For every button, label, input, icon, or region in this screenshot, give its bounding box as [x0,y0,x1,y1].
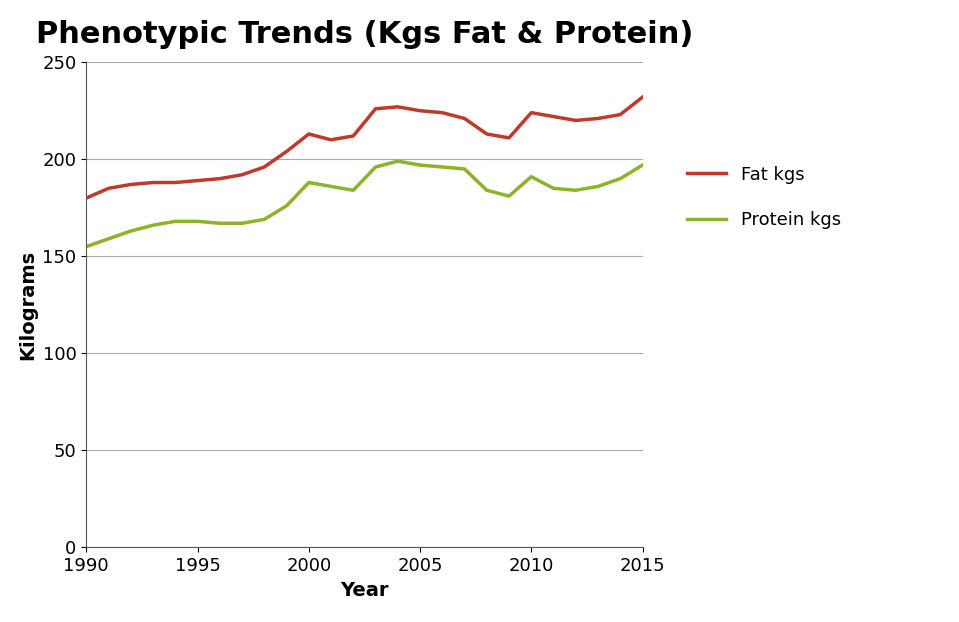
Legend: Fat kgs, Protein kgs: Fat kgs, Protein kgs [679,159,848,236]
Protein kgs [214,220,225,227]
Fat kgs [436,109,448,116]
Protein kgs [593,183,604,190]
Protein kgs [192,218,203,225]
Line: Fat kgs: Fat kgs [86,97,643,198]
Fat kgs [370,105,382,113]
Line: Protein kgs: Protein kgs [86,161,643,246]
Protein kgs [148,221,159,229]
Protein kgs [615,175,626,182]
Protein kgs [259,216,270,223]
Fat kgs [481,130,493,137]
Fat kgs [615,111,626,118]
Fat kgs [414,107,426,114]
Fat kgs [593,114,604,122]
Fat kgs [526,109,537,116]
Fat kgs [103,185,114,192]
Protein kgs [570,187,581,194]
Fat kgs [325,136,337,144]
Fat kgs [458,114,470,122]
Fat kgs [281,148,292,156]
Protein kgs [458,165,470,173]
Fat kgs [570,117,581,124]
Protein kgs [103,235,114,243]
Protein kgs [325,183,337,190]
Protein kgs [526,173,537,180]
Protein kgs [436,163,448,170]
X-axis label: Year: Year [340,581,388,600]
Fat kgs [148,179,159,186]
Fat kgs [637,93,648,101]
Protein kgs [236,220,247,227]
Title: Phenotypic Trends (Kgs Fat & Protein): Phenotypic Trends (Kgs Fat & Protein) [35,20,693,49]
Fat kgs [192,177,203,184]
Protein kgs [281,202,292,210]
Protein kgs [392,157,404,165]
Fat kgs [347,132,359,140]
Protein kgs [170,218,181,225]
Fat kgs [548,113,559,120]
Protein kgs [637,161,648,169]
Protein kgs [370,163,382,170]
Fat kgs [170,179,181,186]
Protein kgs [125,227,136,234]
Fat kgs [392,103,404,111]
Protein kgs [414,161,426,169]
Protein kgs [347,187,359,194]
Fat kgs [236,171,247,179]
Fat kgs [303,130,315,137]
Protein kgs [81,243,92,250]
Fat kgs [125,181,136,188]
Protein kgs [303,179,315,186]
Protein kgs [481,187,493,194]
Fat kgs [214,175,225,182]
Fat kgs [81,194,92,202]
Protein kgs [503,192,515,200]
Protein kgs [548,185,559,192]
Fat kgs [503,134,515,142]
Fat kgs [259,163,270,170]
Y-axis label: Kilograms: Kilograms [18,249,36,360]
